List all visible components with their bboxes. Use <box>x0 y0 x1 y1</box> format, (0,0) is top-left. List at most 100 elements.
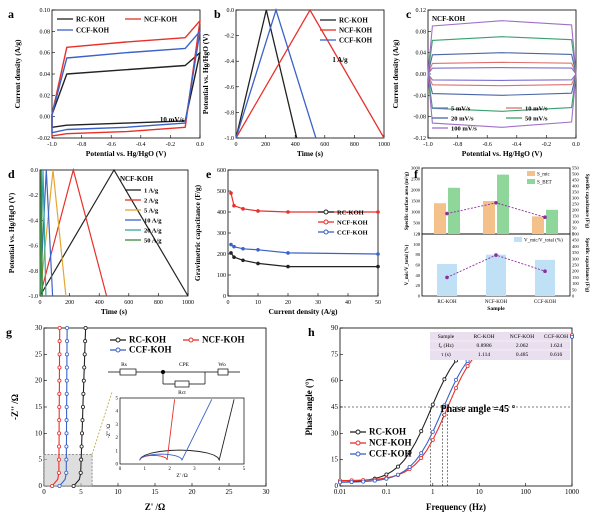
y-tick-label: 400 <box>217 210 226 216</box>
data-point <box>82 352 87 357</box>
data-point <box>57 339 62 344</box>
x-tick-label: -0.2 <box>166 142 176 148</box>
x-tick-label: 0 <box>227 300 230 306</box>
legend-label: CCF-KOH <box>129 345 172 355</box>
data-point <box>80 404 85 409</box>
legend-marker <box>355 429 361 435</box>
series-1 A/g <box>39 168 189 297</box>
legend-marker <box>355 451 361 457</box>
y-tick-label: 0 <box>418 294 421 299</box>
legend-label: NCF-KOH <box>337 220 368 227</box>
y-tick-label: 0.04 <box>40 72 51 78</box>
capacitance-point <box>494 201 498 205</box>
data-point <box>465 364 470 369</box>
chart-title: NCF-KOH <box>432 15 466 23</box>
x-tick-label: 1 <box>431 488 435 496</box>
x-tick-label: 10 <box>255 300 261 306</box>
y-tick-label: -1.0 <box>225 136 235 142</box>
legend-label: 5 A/g <box>144 208 159 215</box>
y-tick-label: -0.6 <box>225 85 235 91</box>
x-tick-label: 0.0 <box>196 142 204 148</box>
y2-tick-label: 350 <box>572 190 580 195</box>
data-point <box>56 457 61 462</box>
x-tick-label: 800 <box>350 142 359 148</box>
data-point <box>56 470 61 475</box>
data-point <box>65 325 70 330</box>
x-axis-label: Potential vs. Hg/HgO (V) <box>86 149 167 158</box>
bar-S_BET <box>546 209 558 234</box>
x-axis-label: Z' /Ω <box>176 473 187 479</box>
table-header: NCF-KOH <box>510 334 534 340</box>
legend-label: V_mic/V_total (%) <box>524 239 563 244</box>
bar-Vmic <box>437 263 457 296</box>
y2-tick-label: 200 <box>572 208 580 213</box>
data-point <box>286 210 290 214</box>
legend-label: 1 A/g <box>144 188 159 195</box>
x-tick-label: 600 <box>320 142 329 148</box>
circuit-label: CPE <box>179 362 190 368</box>
legend-marker <box>115 337 121 343</box>
circuit-label: Rs <box>121 362 127 368</box>
x-tick-label: 100 <box>520 488 531 496</box>
category-label: CCF-KOH <box>534 300 556 305</box>
y-tick-label: 0 <box>223 294 226 300</box>
x-tick-label: -0.8 <box>77 142 87 148</box>
legend-label: CCF-KOH <box>76 27 110 35</box>
data-point <box>64 352 69 357</box>
data-point <box>286 251 290 255</box>
data-point <box>81 378 86 383</box>
x-tick-label: 0 <box>119 467 122 472</box>
x-tick-label: 15 <box>152 488 160 496</box>
data-point <box>372 478 377 483</box>
x-tick-label: 600 <box>124 300 133 306</box>
element-Wo <box>217 368 229 376</box>
y2-tick-label: 250 <box>572 202 580 207</box>
data-point <box>64 457 69 462</box>
zoom-connector <box>91 391 113 455</box>
data-point <box>57 444 62 449</box>
panel-label: e <box>206 167 212 181</box>
legend-label: NCF-KOH <box>339 27 373 35</box>
table-cell: f₀ (Hz) <box>438 342 453 349</box>
data-point <box>241 207 245 211</box>
x-tick-label: 0 <box>42 488 46 496</box>
panel-label: c <box>406 7 412 21</box>
series-100 mV/s <box>427 20 577 128</box>
capacitance-line-top <box>446 202 546 218</box>
data-point <box>57 418 62 423</box>
y-tick-label: -0.4 <box>225 59 235 65</box>
legend-label: RC-KOH <box>369 427 406 437</box>
y-tick-label: -0.04 <box>414 93 427 99</box>
data-point <box>229 191 233 195</box>
data-point <box>337 480 342 485</box>
data-point <box>64 365 69 370</box>
chart-title: NCF-KOH <box>120 175 154 183</box>
y-tick-label: 0 <box>335 482 339 490</box>
data-point <box>64 378 69 383</box>
y-tick-label: 5 <box>39 456 43 464</box>
data-point <box>442 377 447 382</box>
x-tick-label: 20 <box>285 300 291 306</box>
legend-label: NCF-KOH <box>202 335 245 345</box>
capacitance-point <box>494 253 498 257</box>
resistor-Rs <box>119 368 137 376</box>
data-point <box>57 391 62 396</box>
data-point <box>570 334 575 339</box>
x-tick-label: 200 <box>261 142 270 148</box>
data-point <box>407 450 412 455</box>
x-tick-label: 5 <box>79 488 83 496</box>
annotation: Phase angle =45 ° <box>441 404 516 415</box>
x-tick-label: 3 <box>193 467 196 472</box>
data-point <box>65 339 70 344</box>
y2-tick-label: 450 <box>572 178 580 183</box>
y-tick-label: 30 <box>331 429 339 437</box>
data-point <box>57 352 62 357</box>
y-axis-label: Phase angle (°) <box>304 378 314 435</box>
table-cell: τ (s) <box>441 351 451 358</box>
x-tick-label: -1.0 <box>47 142 57 148</box>
y2-axis-label: Specific capacitance (F/g) <box>584 238 589 293</box>
data-point <box>419 456 424 461</box>
y-tick-label: -0.8 <box>29 269 39 275</box>
